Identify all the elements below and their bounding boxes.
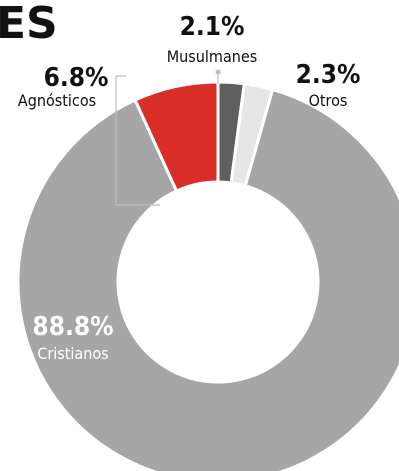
- label-agnosticos-percent: 6.8%: [44, 63, 109, 93]
- label-otros-percent: 2.3%: [296, 60, 361, 90]
- label-musulmanes-percent: 2.1%: [180, 12, 245, 42]
- label-otros-name: Otros: [309, 91, 348, 110]
- label-cristianos-name: Cristianos: [37, 344, 108, 363]
- leader-agnosticos: [115, 75, 160, 206]
- title-fragment: ES: [0, 0, 58, 49]
- leader-musulmanes-dot: [215, 69, 221, 75]
- leader-lines: [115, 69, 221, 206]
- label-agnosticos-name: Agnósticos: [18, 91, 96, 110]
- slice-cristianos: [16, 87, 399, 471]
- donut-slices: [16, 80, 399, 471]
- label-musulmanes-name: Musulmanes: [167, 47, 258, 66]
- label-cristianos-percent: 88.8%: [32, 312, 113, 342]
